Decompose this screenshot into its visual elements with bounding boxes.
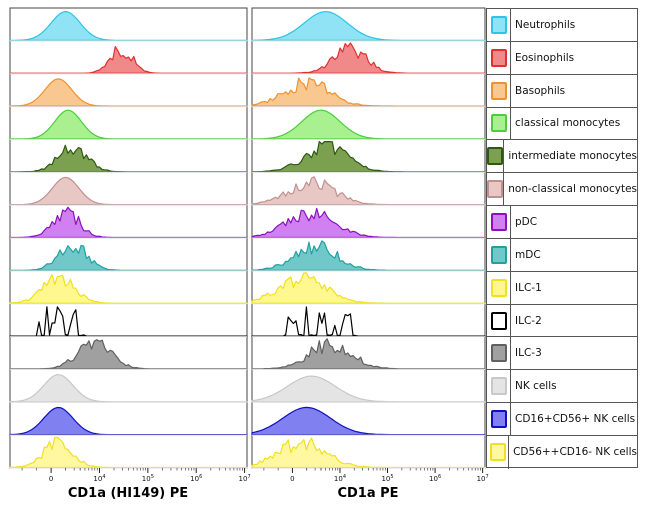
legend-item: CD16+CD56+ NK cells xyxy=(487,403,637,436)
histogram-classical-monocytes xyxy=(251,109,486,140)
legend-item: Basophils xyxy=(487,74,637,108)
legend-item: ILC-3 xyxy=(487,337,637,371)
legend-swatch xyxy=(490,48,507,67)
legend-swatch xyxy=(490,377,507,396)
legend-swatch xyxy=(490,15,507,34)
legend-item: classical monocytes xyxy=(487,107,637,141)
histogram-ilc-1 xyxy=(9,274,248,304)
legend-swatch xyxy=(490,410,507,429)
legend-swatch-cell xyxy=(487,9,511,41)
x-tick-exponent: 6 xyxy=(438,474,441,480)
legend-swatch-cell xyxy=(487,403,511,435)
legend-item: NK cells xyxy=(487,370,637,404)
right-x-axis-label: CD1a PE xyxy=(337,486,398,501)
x-tick-label: 104 xyxy=(93,474,105,483)
left-histogram-panel: 0 104 105 106 107 xyxy=(9,7,251,483)
legend-label: Eosinophils xyxy=(515,51,575,64)
legend-label: mDC xyxy=(515,248,541,261)
legend-swatch-cell xyxy=(487,74,511,107)
legend-swatch-cell xyxy=(487,304,511,337)
legend-item: Eosinophils xyxy=(487,41,637,75)
x-tick-label: 107 xyxy=(477,474,489,483)
x-tick-exponent: 4 xyxy=(343,474,346,480)
legend-swatch xyxy=(490,344,507,363)
legend-swatch-cell xyxy=(487,206,511,238)
legend-item: pDC xyxy=(487,206,637,239)
legend-label: ILC-3 xyxy=(515,347,542,360)
legend-item: ILC-2 xyxy=(487,304,637,338)
legend-swatch-cell xyxy=(487,173,505,206)
legend-item: Neutrophils xyxy=(487,9,637,42)
histogram-eosinophils xyxy=(9,46,248,74)
legend-swatch xyxy=(487,147,504,166)
legend-swatch-cell xyxy=(487,435,510,469)
legend-label: Basophils xyxy=(515,84,566,97)
x-tick-label: 105 xyxy=(381,474,393,483)
histogram-ilc-1 xyxy=(251,272,486,304)
legend-label: Neutrophils xyxy=(515,18,576,31)
x-tick-exponent: 5 xyxy=(151,474,154,480)
legend-label: ILC-2 xyxy=(515,314,542,327)
legend: Neutrophils Eosinophils Basophils classical… xyxy=(486,8,638,469)
x-tick-label: 106 xyxy=(190,474,202,483)
x-tick-label: 106 xyxy=(429,474,441,483)
legend-swatch xyxy=(490,245,507,264)
legend-swatch-cell xyxy=(487,140,505,173)
legend-item: non-classical monocytes xyxy=(487,173,637,207)
legend-item: ILC-1 xyxy=(487,271,637,305)
legend-swatch-cell xyxy=(487,337,511,370)
legend-swatch-cell xyxy=(487,107,511,140)
x-tick-label: 105 xyxy=(142,474,154,483)
legend-swatch xyxy=(487,180,504,199)
histogram-ilc-3 xyxy=(9,339,248,370)
x-tick-label: 0 xyxy=(290,475,294,483)
legend-label: classical monocytes xyxy=(515,117,621,130)
legend-swatch xyxy=(489,443,506,462)
legend-swatch xyxy=(490,212,507,231)
legend-item: intermediate monocytes xyxy=(487,140,637,174)
right-histogram-panel: 0 104 105 106 107 xyxy=(251,7,489,483)
x-tick-exponent: 4 xyxy=(102,474,105,480)
legend-swatch xyxy=(490,81,507,100)
left-x-axis-label: CD1a (HI149) PE xyxy=(68,486,188,501)
legend-swatch-cell xyxy=(487,238,511,271)
legend-item: CD56++CD16- NK cells xyxy=(487,435,637,469)
x-tick-label: 104 xyxy=(334,474,346,483)
legend-swatch xyxy=(490,278,507,297)
legend-label: ILC-1 xyxy=(515,281,542,294)
histogram-non-classical-monocytes xyxy=(251,176,486,206)
legend-label: pDC xyxy=(515,215,538,228)
legend-label: NK cells xyxy=(515,380,557,393)
legend-item: mDC xyxy=(487,238,637,272)
histogram-cd16-cd56-nk-cells xyxy=(9,406,248,436)
legend-label: CD16+CD56+ NK cells xyxy=(515,413,636,426)
x-tick-exponent: 6 xyxy=(199,474,202,480)
legend-swatch xyxy=(490,311,507,330)
legend-swatch-cell xyxy=(487,370,511,403)
legend-swatch xyxy=(490,114,507,133)
histogram-eosinophils xyxy=(251,42,486,74)
x-tick-exponent: 5 xyxy=(390,474,393,480)
histogram-classical-monocytes xyxy=(9,109,248,140)
histogram-ilc-3 xyxy=(251,338,486,370)
histogram-non-classical-monocytes xyxy=(9,176,248,206)
x-tick-exponent: 7 xyxy=(247,474,250,480)
legend-label: CD56++CD16- NK cells xyxy=(513,446,637,459)
x-tick-label: 0 xyxy=(49,475,53,483)
legend-swatch-cell xyxy=(487,41,511,74)
histogram-cd16-cd56-nk-cells xyxy=(251,406,486,436)
legend-label: non-classical monocytes xyxy=(508,183,637,196)
x-tick-exponent: 7 xyxy=(485,474,488,480)
legend-swatch-cell xyxy=(487,271,511,304)
legend-label: intermediate monocytes xyxy=(508,150,637,163)
x-tick-label: 107 xyxy=(239,474,251,483)
